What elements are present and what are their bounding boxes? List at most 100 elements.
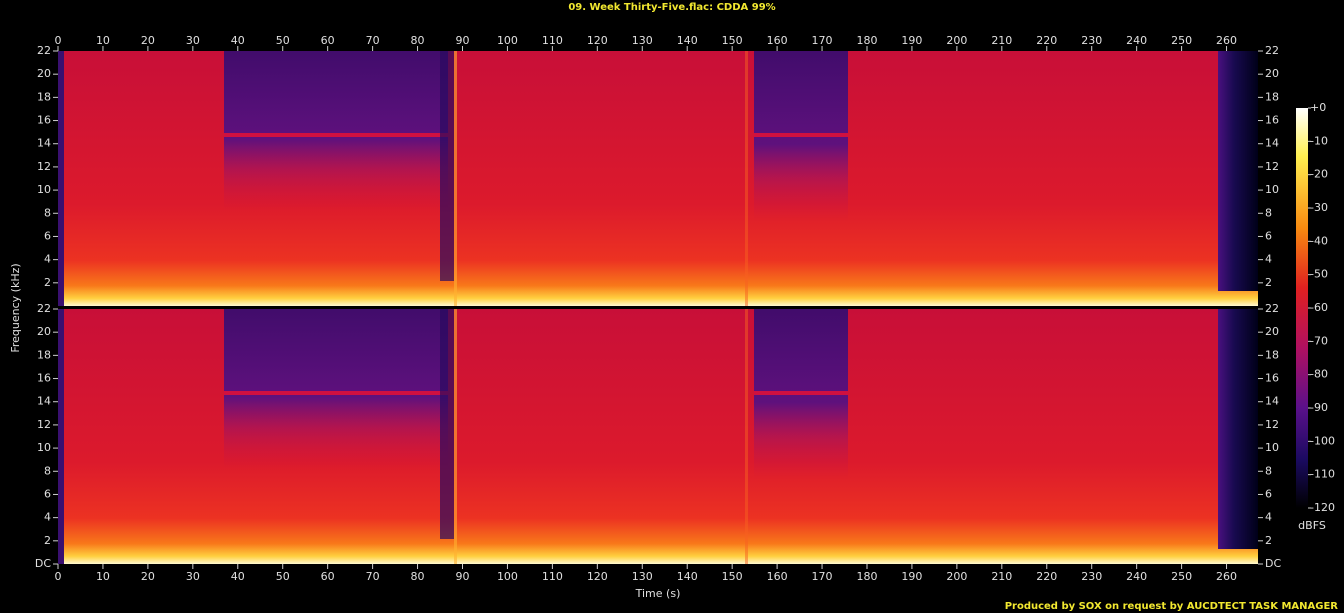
x-tick-label-top: 260 — [1216, 34, 1237, 47]
y-tick-label-left: 4 — [44, 511, 51, 524]
colorbar-tick-label: -70 — [1310, 334, 1328, 347]
y-tick-label-right: DC — [1265, 557, 1281, 570]
colorbar-tick-label: -50 — [1310, 268, 1328, 281]
y-tick-label-left: 10 — [37, 183, 51, 196]
x-tick-label-bottom: 80 — [411, 570, 425, 583]
colorbar-tick-label: +0 — [1310, 101, 1326, 114]
x-tick-label-top: 140 — [677, 34, 698, 47]
x-tick-label-top: 120 — [587, 34, 608, 47]
y-tick-label-right: 8 — [1265, 206, 1272, 219]
colorbar-tick-label: -120 — [1310, 501, 1335, 514]
x-tick-label-top: 130 — [632, 34, 653, 47]
y-tick-label-right: 10 — [1265, 183, 1279, 196]
x-tick-label-top: 170 — [812, 34, 833, 47]
y-tick-label-right: 4 — [1265, 253, 1272, 266]
x-tick-label-bottom: 10 — [96, 570, 110, 583]
x-tick-label-top: 10 — [96, 34, 110, 47]
y-tick-label-right: 6 — [1265, 229, 1272, 242]
y-tick-label-left: 8 — [44, 464, 51, 477]
y-tick-label-right: 22 — [1265, 302, 1279, 315]
x-tick-label-bottom: 250 — [1171, 570, 1192, 583]
y-tick-label-left: 18 — [37, 90, 51, 103]
x-tick-label-bottom: 60 — [321, 570, 335, 583]
x-tick-label-bottom: 0 — [55, 570, 62, 583]
colorbar-tick-label: -110 — [1310, 468, 1335, 481]
x-tick-label-top: 0 — [55, 34, 62, 47]
y-tick-label-right: 8 — [1265, 464, 1272, 477]
x-tick-label-bottom: 90 — [455, 570, 469, 583]
y-tick-label-right: 2 — [1265, 276, 1272, 289]
x-tick-label-bottom: 30 — [186, 570, 200, 583]
y-tick-label-right: 16 — [1265, 114, 1279, 127]
y-tick-label-left: 16 — [37, 372, 51, 385]
x-tick-label-bottom: 200 — [946, 570, 967, 583]
x-tick-label-top: 240 — [1126, 34, 1147, 47]
x-axis-label: Time (s) — [635, 587, 681, 600]
colorbar — [1296, 108, 1308, 508]
x-tick-label-top: 230 — [1081, 34, 1102, 47]
y-tick-label-left: DC — [35, 557, 51, 570]
x-tick-label-bottom: 40 — [231, 570, 245, 583]
y-tick-label-right: 12 — [1265, 160, 1279, 173]
y-tick-label-left: 22 — [37, 44, 51, 57]
x-tick-label-bottom: 260 — [1216, 570, 1237, 583]
y-tick-label-right: 16 — [1265, 372, 1279, 385]
x-tick-label-bottom: 150 — [722, 570, 743, 583]
y-axis-label: Frequency (kHz) — [9, 263, 22, 352]
x-tick-label-bottom: 100 — [497, 570, 518, 583]
y-tick-label-right: 22 — [1265, 44, 1279, 57]
colorbar-tick-label: -90 — [1310, 401, 1328, 414]
x-tick-label-bottom: 110 — [542, 570, 563, 583]
x-tick-label-bottom: 210 — [991, 570, 1012, 583]
colorbar-tick-label: -10 — [1310, 134, 1328, 147]
y-tick-label-left: 18 — [37, 348, 51, 361]
x-tick-label-bottom: 220 — [1036, 570, 1057, 583]
y-tick-label-left: 8 — [44, 206, 51, 219]
y-tick-label-left: 6 — [44, 229, 51, 242]
y-tick-label-left: 6 — [44, 487, 51, 500]
x-tick-label-top: 190 — [901, 34, 922, 47]
colorbar-tick-label: -60 — [1310, 301, 1328, 314]
x-tick-label-top: 70 — [366, 34, 380, 47]
y-tick-label-left: 20 — [37, 67, 51, 80]
x-tick-label-bottom: 140 — [677, 570, 698, 583]
x-tick-label-bottom: 230 — [1081, 570, 1102, 583]
x-tick-label-top: 150 — [722, 34, 743, 47]
y-tick-label-right: 2 — [1265, 534, 1272, 547]
x-tick-label-top: 40 — [231, 34, 245, 47]
y-tick-label-right: 4 — [1265, 511, 1272, 524]
y-tick-label-right: 20 — [1265, 325, 1279, 338]
y-tick-label-right: 12 — [1265, 418, 1279, 431]
y-tick-label-right: 14 — [1265, 137, 1279, 150]
colorbar-tick-label: -40 — [1310, 234, 1328, 247]
x-tick-label-top: 20 — [141, 34, 155, 47]
x-tick-label-top: 210 — [991, 34, 1012, 47]
y-tick-label-left: 12 — [37, 160, 51, 173]
x-tick-label-bottom: 160 — [767, 570, 788, 583]
colorbar-tick-label: -100 — [1310, 434, 1335, 447]
y-tick-label-left: 2 — [44, 276, 51, 289]
y-tick-label-left: 14 — [37, 137, 51, 150]
colorbar-label: dBFS — [1298, 519, 1326, 532]
colorbar-tick-label: -30 — [1310, 201, 1328, 214]
y-tick-label-left: 20 — [37, 325, 51, 338]
y-tick-label-right: 10 — [1265, 441, 1279, 454]
y-tick-label-left: 12 — [37, 418, 51, 431]
y-tick-label-left: 16 — [37, 114, 51, 127]
x-tick-label-top: 250 — [1171, 34, 1192, 47]
x-tick-label-bottom: 170 — [812, 570, 833, 583]
x-tick-label-top: 220 — [1036, 34, 1057, 47]
colorbar-tick-label: -20 — [1310, 168, 1328, 181]
channel-1-spectrum — [58, 51, 1258, 306]
x-tick-label-bottom: 20 — [141, 570, 155, 583]
x-tick-label-bottom: 120 — [587, 570, 608, 583]
y-tick-label-left: 10 — [37, 441, 51, 454]
x-tick-label-top: 100 — [497, 34, 518, 47]
y-tick-label-left: 22 — [37, 302, 51, 315]
x-tick-label-bottom: 130 — [632, 570, 653, 583]
colorbar-tick-label: -80 — [1310, 368, 1328, 381]
x-tick-label-bottom: 190 — [901, 570, 922, 583]
x-tick-label-top: 180 — [856, 34, 877, 47]
x-tick-label-top: 80 — [411, 34, 425, 47]
